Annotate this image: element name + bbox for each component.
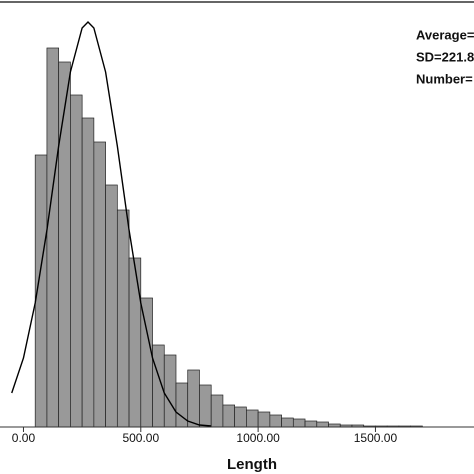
bar bbox=[199, 384, 212, 428]
bar bbox=[246, 409, 259, 428]
bar bbox=[128, 257, 142, 428]
x-tick-label: 0.00 bbox=[12, 431, 36, 445]
bar bbox=[234, 406, 247, 428]
bar bbox=[46, 47, 60, 428]
bar bbox=[281, 417, 294, 428]
bar bbox=[163, 354, 177, 428]
bar bbox=[58, 61, 71, 428]
bar bbox=[257, 411, 271, 428]
bar bbox=[187, 369, 200, 428]
bar bbox=[70, 94, 83, 428]
bar bbox=[222, 404, 236, 428]
stat-label: Number= bbox=[416, 71, 473, 86]
stat-label: Average= bbox=[416, 27, 474, 42]
bar bbox=[140, 297, 153, 428]
stat-label: SD=221.8 bbox=[416, 49, 474, 64]
bar bbox=[81, 117, 95, 428]
normal-curve bbox=[11, 20, 212, 427]
bar bbox=[210, 394, 224, 428]
bar bbox=[304, 420, 318, 428]
bar bbox=[316, 421, 329, 428]
bar bbox=[292, 418, 306, 428]
bar bbox=[93, 141, 106, 428]
x-tick-label: 500.00 bbox=[122, 431, 159, 445]
bar bbox=[105, 184, 118, 428]
x-tick-label: 1000.00 bbox=[236, 431, 280, 445]
bar bbox=[116, 209, 130, 428]
bar bbox=[269, 414, 282, 428]
x-tick-label: 1500.00 bbox=[354, 431, 398, 445]
x-axis-title: Length bbox=[227, 456, 277, 473]
